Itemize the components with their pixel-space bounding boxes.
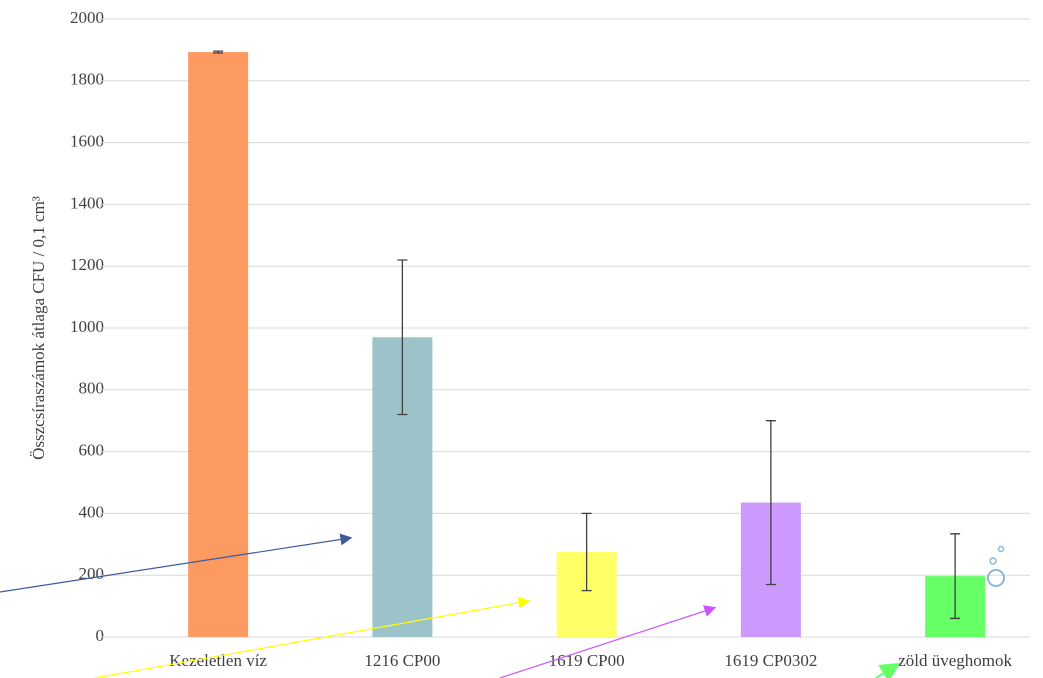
bubble-icon [988,547,1004,587]
bar [188,52,248,637]
x-tick-label: 1619 CP0302 [724,651,817,670]
x-tick-label: zöld üveghomok [898,651,1012,670]
y-tick-label: 0 [96,626,105,645]
y-tick-label: 2000 [70,8,104,27]
arrow [876,665,897,678]
y-axis-label: Összcsíraszámok átlaga CFU / 0,1 cm³ [29,196,48,460]
y-tick-label: 200 [79,564,105,583]
plot-area: 0 200 400 600 800 1000 1200 1400 1600 1800 2000 Kez… [70,8,1030,670]
bubble [988,570,1004,586]
y-tick-label: 1400 [70,193,104,212]
x-tick-label: Kezeletlen víz [169,651,267,670]
y-tick-label: 1800 [70,70,104,89]
y-tick-label: 400 [79,502,105,521]
y-tick-label: 1200 [70,255,104,274]
y-tick-label: 1600 [70,132,104,151]
x-tick-label: 1216 CP00 [364,651,440,670]
arrow [95,601,528,678]
y-tick-label: 800 [79,379,105,398]
x-tick-label: 1619 CP00 [549,651,625,670]
y-tick-label: 600 [79,441,105,460]
y-tick-label: 1000 [70,317,104,336]
arrow [0,538,350,592]
bubble [999,547,1004,552]
bubble [990,558,996,564]
chart: 0 200 400 600 800 1000 1200 1400 1600 1800 2000 Kez… [0,0,1043,678]
